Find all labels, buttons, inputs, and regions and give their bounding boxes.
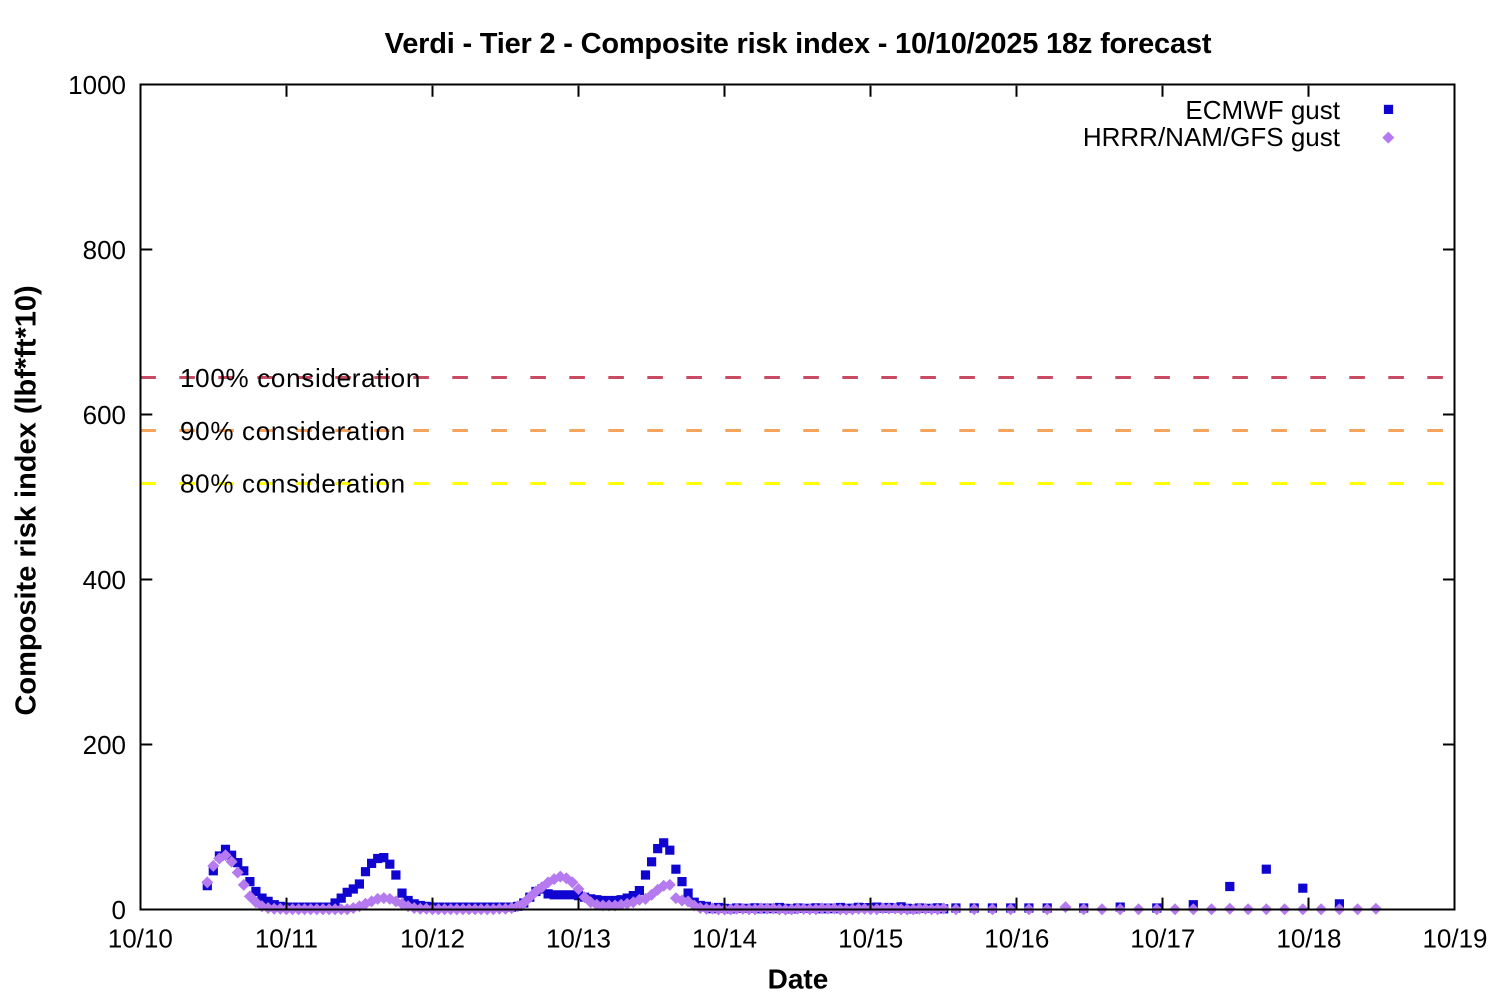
svg-text:Composite risk index (lbf*ft*1: Composite risk index (lbf*ft*10) (11, 285, 43, 715)
svg-text:600: 600 (83, 400, 126, 430)
svg-text:ECMWF gust: ECMWF gust (1185, 95, 1340, 125)
svg-text:90% consideration: 90% consideration (180, 416, 406, 446)
svg-text:10/13: 10/13 (546, 924, 611, 954)
svg-text:200: 200 (83, 730, 126, 760)
svg-text:10/14: 10/14 (692, 924, 757, 954)
svg-text:Date: Date (768, 964, 829, 995)
svg-text:HRRR/NAM/GFS gust: HRRR/NAM/GFS gust (1083, 122, 1341, 152)
svg-text:100% consideration: 100% consideration (180, 363, 421, 393)
svg-text:10/17: 10/17 (1130, 924, 1195, 954)
svg-text:10/12: 10/12 (400, 924, 465, 954)
svg-text:800: 800 (83, 235, 126, 265)
svg-text:10/11: 10/11 (255, 924, 318, 954)
svg-text:Verdi - Tier 2 - Composite ris: Verdi - Tier 2 - Composite risk index - … (385, 28, 1212, 60)
svg-text:10/19: 10/19 (1422, 924, 1487, 954)
svg-text:10/16: 10/16 (984, 924, 1049, 954)
svg-text:0: 0 (112, 895, 126, 925)
svg-text:400: 400 (83, 565, 126, 595)
svg-text:10/15: 10/15 (838, 924, 903, 954)
svg-text:10/18: 10/18 (1276, 924, 1341, 954)
svg-text:10/10: 10/10 (108, 924, 173, 954)
svg-text:80% consideration: 80% consideration (180, 469, 406, 499)
svg-text:1000: 1000 (68, 70, 126, 100)
